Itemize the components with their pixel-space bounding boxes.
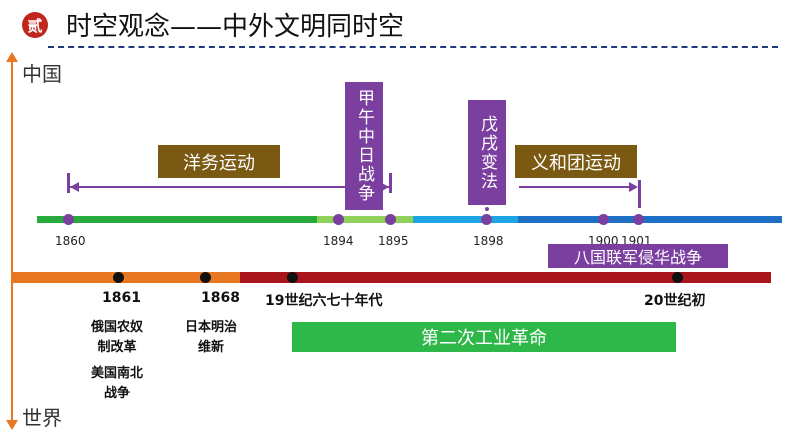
year-label-1868: 1868 — [201, 290, 240, 306]
section-badge: 贰 — [22, 12, 48, 38]
year-label-1898: 1898 — [473, 234, 504, 248]
event-dot-1900s — [672, 272, 683, 283]
event-japan: 日本明治维新 — [184, 320, 237, 355]
event-dot-1860 — [63, 214, 74, 225]
year-label-1900s: 20世纪初 — [644, 293, 706, 309]
china-label: 中国 — [22, 62, 62, 86]
event-russia: 俄国农奴制改革 — [90, 320, 143, 355]
event-dot-1901 — [633, 214, 644, 225]
event-dot-1868 — [200, 272, 211, 283]
vertical-axis — [11, 60, 13, 422]
event-dot-1861 — [113, 272, 124, 283]
year-label-1894: 1894 — [323, 234, 354, 248]
event-dot-1894 — [333, 214, 344, 225]
axis-arrow-down-icon — [6, 420, 18, 430]
china-timeline-green — [37, 216, 317, 223]
event-wuxu: 戊戌变法 — [468, 100, 506, 205]
event-jiawu: 甲午中日战争 — [345, 82, 383, 210]
yangwu-span-end — [389, 173, 392, 193]
china-timeline-cyan — [413, 216, 518, 223]
event-dot-1895 — [385, 214, 396, 225]
event-dot-1898 — [481, 214, 492, 225]
world-timeline-red — [240, 272, 771, 283]
yihetuan-span-end — [638, 180, 641, 208]
year-label-1861: 1861 — [102, 290, 141, 306]
year-label-1860: 1860 — [55, 234, 86, 248]
event-dot-1870s — [287, 272, 298, 283]
world-label: 世界 — [22, 406, 62, 430]
event-yangwu: 洋务运动 — [158, 145, 280, 178]
arrow-left-icon — [70, 182, 79, 192]
yangwu-span-start — [67, 173, 70, 193]
event-dot-1900 — [598, 214, 609, 225]
event-us: 美国南北战争 — [90, 366, 143, 401]
arrow-right-icon — [629, 182, 638, 192]
china-timeline-lightgreen — [317, 216, 413, 223]
year-label-1870s: 19世纪六七十年代 — [265, 293, 383, 309]
world-timeline-orange — [12, 272, 240, 283]
axis-arrow-up-icon — [6, 52, 18, 62]
page-title: 时空观念——中外文明同时空 — [66, 12, 405, 42]
event-baguo: 八国联军侵华战争 — [548, 244, 728, 268]
wuxu-marker-dot — [485, 207, 489, 211]
china-timeline-blue — [518, 216, 782, 223]
event-yihetuan: 义和团运动 — [515, 145, 637, 178]
yihetuan-arrow-bar — [519, 186, 633, 188]
arrow-right-icon — [380, 182, 389, 192]
yangwu-span-bar — [68, 186, 390, 188]
event-industrial: 第二次工业革命 — [292, 322, 676, 352]
title-divider — [48, 46, 778, 48]
year-label-1895: 1895 — [378, 234, 409, 248]
